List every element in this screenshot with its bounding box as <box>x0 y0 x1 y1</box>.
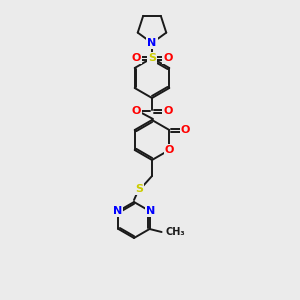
Text: N: N <box>146 206 155 216</box>
Text: O: O <box>163 106 173 116</box>
Text: O: O <box>165 145 174 155</box>
Text: N: N <box>113 206 122 216</box>
Text: CH₃: CH₃ <box>166 227 185 237</box>
Text: O: O <box>181 125 190 135</box>
Text: O: O <box>131 53 141 63</box>
Text: S: S <box>148 53 156 63</box>
Text: N: N <box>147 38 157 48</box>
Text: O: O <box>163 53 173 63</box>
Text: O: O <box>131 106 141 116</box>
Text: S: S <box>135 184 143 194</box>
